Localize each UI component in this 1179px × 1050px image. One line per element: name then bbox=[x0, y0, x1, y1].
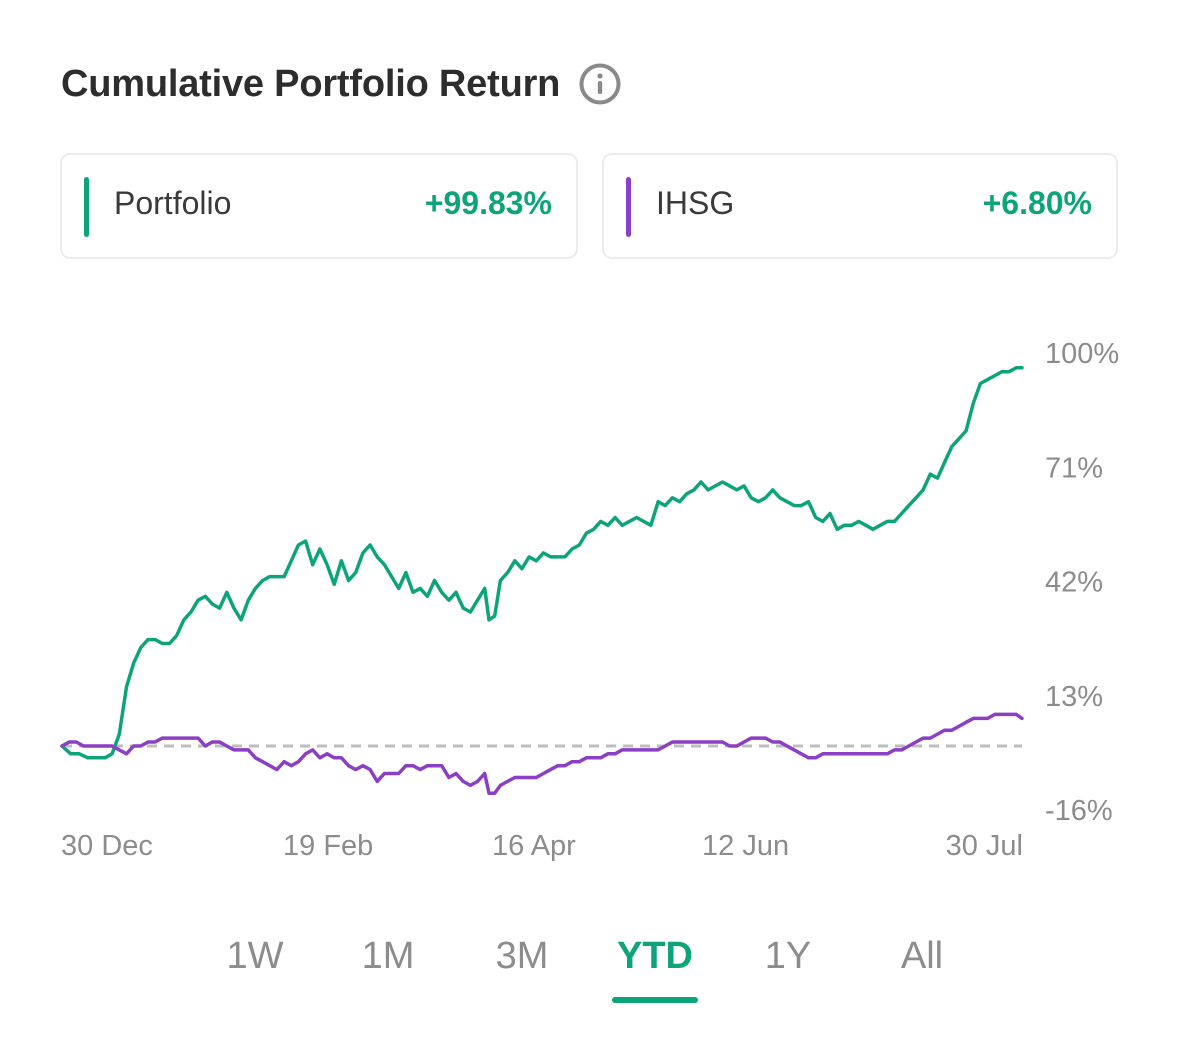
y-tick-label: 42% bbox=[1045, 567, 1103, 599]
period-tabs: 1W 1M 3M YTD 1Y All bbox=[0, 935, 1179, 1005]
tab-ytd[interactable]: YTD bbox=[617, 935, 693, 977]
x-tick-label: 16 Apr bbox=[492, 830, 576, 862]
y-tick-label: -16% bbox=[1045, 795, 1113, 827]
active-tab-indicator bbox=[612, 997, 698, 1003]
tab-1m[interactable]: 1M bbox=[361, 935, 415, 977]
legend-card-ihsg[interactable]: IHSG +6.80% bbox=[602, 153, 1118, 259]
legend-series-value: +6.80% bbox=[982, 185, 1092, 221]
x-tick-label: 19 Feb bbox=[283, 830, 373, 862]
return-chart[interactable]: 100% 71% 42% 13% -16% 30 Dec 19 Feb 16 Apr 12 Ju… bbox=[0, 290, 1179, 880]
page-title: Cumulative Portfolio Return bbox=[61, 62, 561, 105]
x-tick-label: 30 Dec bbox=[61, 830, 153, 862]
y-tick-label: 100% bbox=[1045, 338, 1119, 370]
tab-all[interactable]: All bbox=[900, 935, 944, 977]
tab-1w[interactable]: 1W bbox=[226, 935, 284, 977]
legend-series-value: +99.83% bbox=[424, 185, 552, 221]
info-icon[interactable] bbox=[578, 62, 622, 106]
x-tick-label: 30 Jul bbox=[946, 830, 1023, 862]
tab-1y[interactable]: 1Y bbox=[764, 935, 812, 977]
legend-series-name: IHSG bbox=[656, 185, 735, 221]
header: Cumulative Portfolio Return bbox=[61, 62, 622, 106]
tab-3m[interactable]: 3M bbox=[495, 935, 549, 977]
legend-card-portfolio[interactable]: Portfolio +99.83% bbox=[60, 153, 578, 259]
legend-series-name: Portfolio bbox=[114, 185, 232, 221]
series-line-ihsg bbox=[60, 712, 1024, 795]
x-tick-label: 12 Jun bbox=[702, 830, 789, 862]
legend-color-bar bbox=[84, 177, 89, 237]
y-tick-label: 13% bbox=[1045, 681, 1103, 713]
y-tick-label: 71% bbox=[1045, 452, 1103, 484]
series-line-portfolio bbox=[60, 366, 1024, 760]
legend-color-bar bbox=[626, 177, 631, 237]
